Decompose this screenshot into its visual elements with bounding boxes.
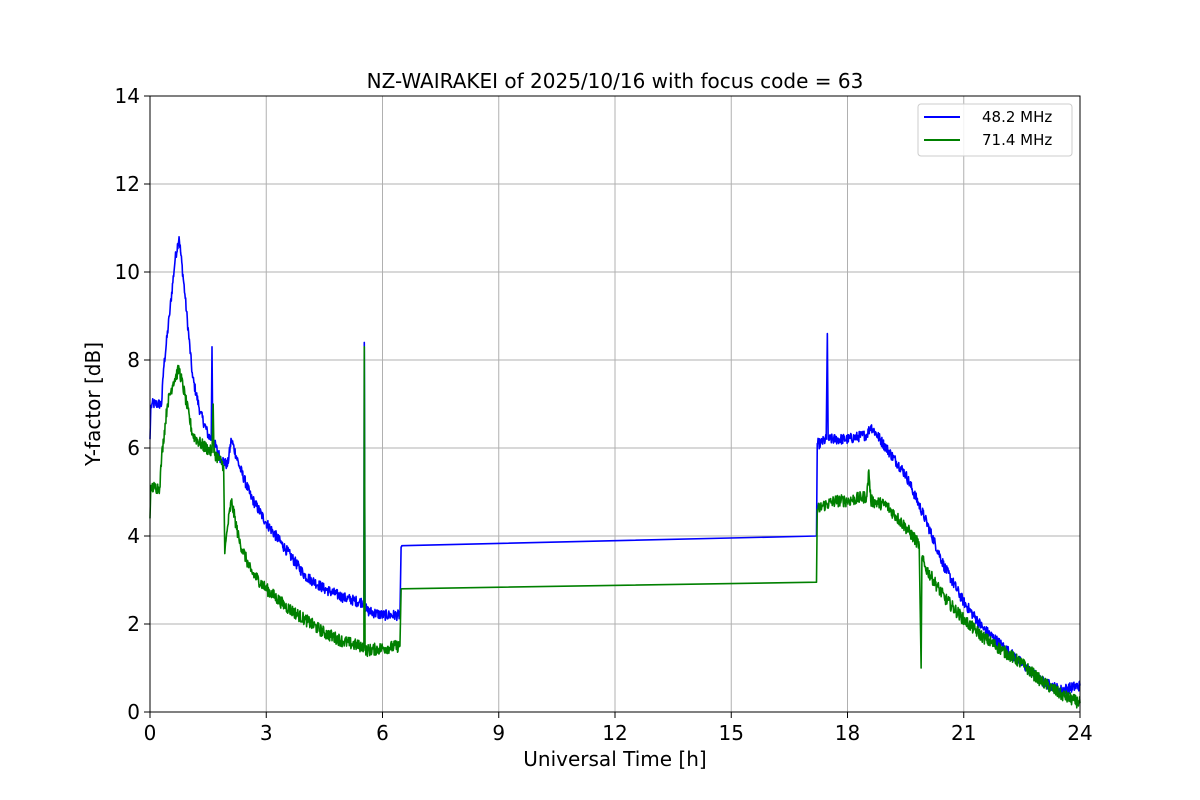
x-tick-label: 12: [602, 721, 627, 745]
x-tick-label: 6: [376, 721, 389, 745]
grid-layer: [150, 96, 1080, 712]
x-tick-label: 0: [144, 721, 157, 745]
x-tick-label: 24: [1067, 721, 1092, 745]
legend-label-48mhz: 48.2 MHz: [982, 108, 1052, 126]
legend: 48.2 MHz 71.4 MHz: [917, 103, 1073, 157]
series-line-71mhz: [149, 346, 1081, 709]
y-tick-label: 14: [115, 84, 140, 108]
x-axis-label: Universal Time [h]: [523, 747, 706, 771]
y-tick-label: 2: [127, 612, 140, 636]
legend-label-71mhz: 71.4 MHz: [982, 131, 1052, 149]
y-axis-label: Y-factor [dB]: [81, 342, 105, 467]
x-tick-label: 15: [719, 721, 744, 745]
chart-title: NZ-WAIRAKEI of 2025/10/16 with focus cod…: [367, 69, 864, 93]
y-tick-label: 10: [115, 260, 140, 284]
y-tick-label: 0: [127, 700, 140, 724]
y-tick-label: 4: [127, 524, 140, 548]
series-layer: [149, 236, 1081, 709]
y-tick-label: 6: [127, 436, 140, 460]
x-tick-label: 9: [492, 721, 505, 745]
y-tick-label: 12: [115, 172, 140, 196]
y-tick-label: 8: [127, 348, 140, 372]
x-tick-label: 21: [951, 721, 976, 745]
x-tick-label: 18: [835, 721, 860, 745]
x-tick-label: 3: [260, 721, 273, 745]
